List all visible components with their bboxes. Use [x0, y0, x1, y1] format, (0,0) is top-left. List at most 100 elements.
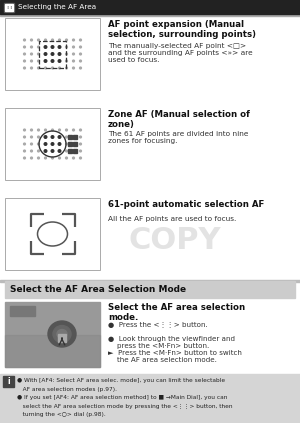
Circle shape [52, 39, 53, 41]
Bar [68, 142, 72, 146]
Circle shape [31, 67, 32, 69]
Circle shape [73, 150, 74, 152]
Circle shape [80, 60, 81, 62]
Circle shape [80, 67, 81, 69]
Text: i: i [7, 377, 10, 386]
Circle shape [66, 46, 68, 48]
Bar [5, 18, 100, 90]
Circle shape [24, 46, 26, 48]
Circle shape [31, 136, 32, 138]
Circle shape [45, 39, 46, 41]
Ellipse shape [53, 326, 71, 343]
Text: AF point expansion (Manual
selection, surrounding points): AF point expansion (Manual selection, su… [108, 20, 256, 39]
Text: COPY: COPY [129, 225, 221, 255]
Bar [39, 41, 66, 68]
Circle shape [66, 129, 68, 131]
Circle shape [66, 136, 68, 138]
Circle shape [24, 143, 26, 145]
Circle shape [38, 39, 39, 41]
Text: ● With [AF4: Select AF area selec. mode], you can limit the selectable: ● With [AF4: Select AF area selec. mode]… [17, 378, 225, 383]
Text: ►  Press the <M·Fn> button to switch
    the AF area selection mode.: ► Press the <M·Fn> button to switch the … [108, 350, 242, 363]
Circle shape [31, 39, 32, 41]
Circle shape [44, 143, 47, 145]
Circle shape [44, 53, 47, 55]
Circle shape [58, 53, 61, 55]
Circle shape [24, 157, 26, 159]
Circle shape [58, 60, 61, 62]
Bar [4, 3, 14, 12]
Circle shape [31, 157, 32, 159]
Circle shape [45, 157, 46, 159]
Text: All the AF points are used to focus.: All the AF points are used to focus. [108, 216, 236, 222]
Bar [0, 0, 300, 14]
Circle shape [58, 136, 61, 138]
Circle shape [31, 129, 32, 131]
Circle shape [51, 46, 54, 48]
Circle shape [80, 150, 81, 152]
Bar [3, 376, 14, 387]
Bar [73, 149, 77, 153]
Circle shape [80, 46, 81, 48]
Circle shape [24, 129, 26, 131]
Text: AF area selection modes (p.97).: AF area selection modes (p.97). [17, 387, 117, 392]
Circle shape [38, 157, 39, 159]
Circle shape [38, 150, 39, 152]
Text: ●  Look through the viewfinder and
    press the <M·Fn> button.: ● Look through the viewfinder and press … [108, 336, 235, 349]
Bar [73, 135, 77, 139]
Text: Select the AF Area Selection Mode: Select the AF Area Selection Mode [10, 285, 186, 294]
Bar [0, 374, 300, 423]
Circle shape [58, 157, 60, 159]
Circle shape [24, 67, 26, 69]
Circle shape [73, 53, 74, 55]
Circle shape [80, 157, 81, 159]
Circle shape [66, 67, 68, 69]
Bar [58, 334, 66, 342]
Circle shape [66, 39, 68, 41]
Text: The 61 AF points are divided into nine
zones for focusing.: The 61 AF points are divided into nine z… [108, 131, 248, 144]
Circle shape [44, 136, 47, 138]
Text: Zone AF (Manual selection of
zone): Zone AF (Manual selection of zone) [108, 110, 250, 129]
Circle shape [58, 39, 60, 41]
Circle shape [51, 150, 54, 152]
Bar [5, 302, 100, 367]
Circle shape [73, 67, 74, 69]
Circle shape [66, 53, 68, 55]
Bar [5, 4, 13, 11]
Circle shape [58, 143, 61, 145]
Circle shape [31, 143, 32, 145]
Circle shape [80, 136, 81, 138]
Circle shape [51, 136, 54, 138]
Circle shape [38, 136, 39, 138]
Circle shape [31, 60, 32, 62]
Circle shape [51, 53, 54, 55]
Circle shape [66, 143, 68, 145]
Bar [10, 306, 35, 316]
Bar [0, 280, 300, 282]
Circle shape [38, 67, 39, 69]
Circle shape [66, 157, 68, 159]
Circle shape [73, 39, 74, 41]
Circle shape [44, 150, 47, 152]
Circle shape [38, 46, 39, 48]
Circle shape [73, 157, 74, 159]
Ellipse shape [57, 330, 67, 338]
Circle shape [31, 150, 32, 152]
Bar [5, 108, 100, 180]
Circle shape [58, 67, 60, 69]
Circle shape [24, 60, 26, 62]
Text: The manually-selected AF point <□>
and the surrounding AF points <»> are
used to: The manually-selected AF point <□> and t… [108, 43, 253, 63]
Circle shape [66, 150, 68, 152]
Circle shape [52, 129, 53, 131]
Text: turning the <○> dial (p.98).: turning the <○> dial (p.98). [17, 412, 106, 417]
Text: ⋮⋮: ⋮⋮ [5, 5, 13, 9]
Text: ●  Press the <⋮⋮> button.: ● Press the <⋮⋮> button. [108, 322, 208, 328]
Circle shape [24, 39, 26, 41]
Circle shape [73, 136, 74, 138]
Bar [68, 149, 72, 153]
Bar [68, 135, 72, 139]
Text: 61-point automatic selection AF: 61-point automatic selection AF [108, 200, 264, 209]
Text: ● If you set [AF4: AF area selection method] to ■ →Main Dial], you can: ● If you set [AF4: AF area selection met… [17, 395, 227, 400]
Circle shape [58, 150, 61, 152]
Circle shape [24, 150, 26, 152]
Circle shape [58, 129, 60, 131]
